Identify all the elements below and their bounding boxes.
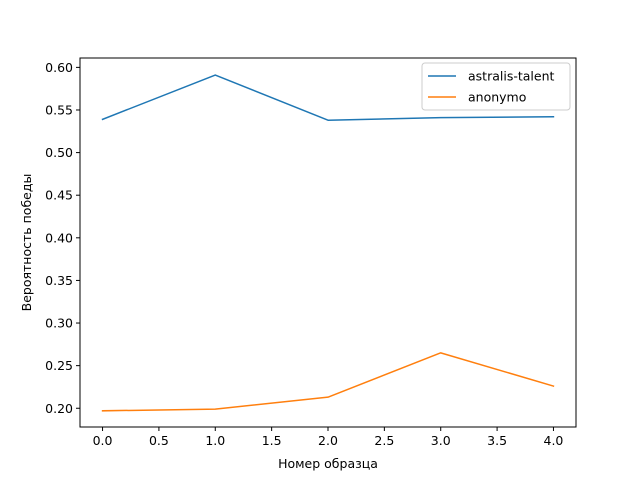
series-line-2 xyxy=(101,352,555,412)
y-tick-label: 0.30 xyxy=(45,316,73,331)
legend-label: astralis-talent xyxy=(468,69,554,84)
series-line-1 xyxy=(101,74,555,121)
x-tick-label: 4.0 xyxy=(544,433,564,448)
x-tick-label: 3.0 xyxy=(431,433,451,448)
y-tick-label: 0.25 xyxy=(45,358,73,373)
y-axis-label: Вероятность победы xyxy=(19,174,34,312)
x-tick-label: 3.5 xyxy=(487,433,507,448)
x-tick-label: 0.0 xyxy=(93,433,113,448)
y-tick-label: 0.40 xyxy=(45,230,73,245)
y-tick-label: 0.50 xyxy=(45,145,73,160)
y-tick-label: 0.45 xyxy=(45,188,73,203)
y-tick-label: 0.60 xyxy=(45,60,73,75)
x-tick-label: 1.0 xyxy=(205,433,225,448)
x-tick-label: 0.5 xyxy=(149,433,169,448)
x-axis-ticks: 0.0 0.5 1.0 1.5 2.0 2.5 3.0 3.5 4.0 xyxy=(93,427,564,448)
legend-label: anonymo xyxy=(468,90,526,105)
legend: astralis-talent anonymo xyxy=(421,62,571,111)
y-tick-label: 0.55 xyxy=(45,102,73,117)
x-axis-label: Номер образца xyxy=(278,456,378,471)
x-tick-label: 2.5 xyxy=(374,433,394,448)
series-layer xyxy=(101,74,555,412)
plot-frame xyxy=(79,57,577,428)
x-tick-label: 1.5 xyxy=(262,433,282,448)
y-tick-label: 0.20 xyxy=(45,401,73,416)
x-tick-label: 2.0 xyxy=(318,433,338,448)
plot-background xyxy=(80,58,576,427)
y-axis-ticks: 0.20 0.25 0.30 0.35 0.40 0.45 0.50 0.55 0.60 xyxy=(45,60,80,416)
y-tick-label: 0.35 xyxy=(45,273,73,288)
legend-box xyxy=(421,62,571,111)
